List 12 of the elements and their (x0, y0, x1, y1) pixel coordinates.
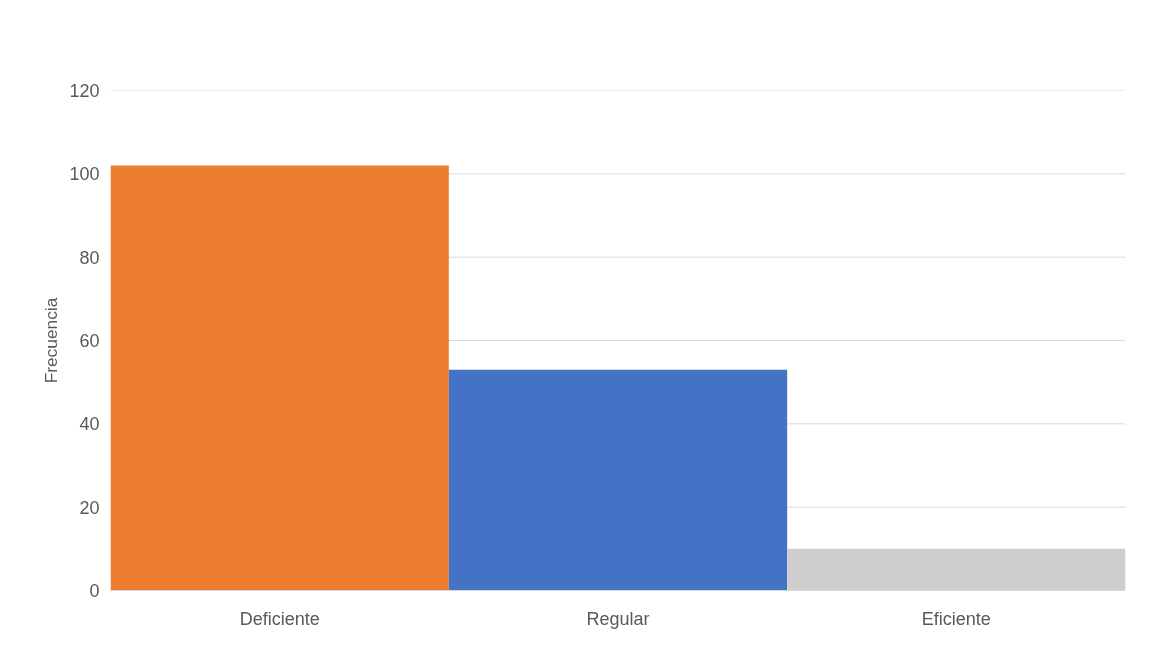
y-tick-label: 0 (89, 581, 100, 601)
y-tick-label: 100 (69, 164, 100, 185)
y-tick-label: 60 (79, 331, 100, 351)
y-axis-title: Frecuencia (41, 297, 62, 384)
x-tick-label: Deficiente (239, 608, 320, 629)
y-tick-label: 80 (79, 247, 100, 268)
x-tick-label: Regular (586, 608, 650, 629)
y-tick-label: 20 (79, 497, 100, 518)
y-tick-label: 40 (79, 414, 100, 435)
x-tick-label: Eficiente (921, 608, 991, 629)
bar (448, 369, 788, 591)
y-tick-label: 120 (69, 81, 100, 101)
